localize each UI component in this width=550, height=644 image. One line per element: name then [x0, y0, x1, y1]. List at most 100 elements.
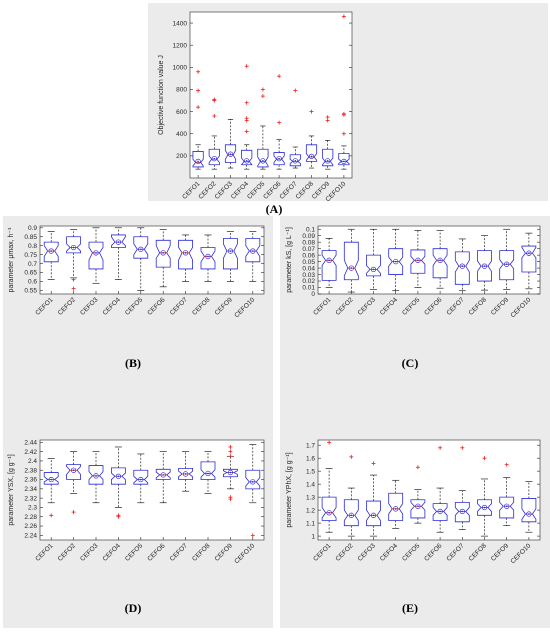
y-tick-label: 0.01 [302, 285, 315, 292]
outlier-point [277, 120, 282, 125]
outlier-point [250, 533, 255, 538]
mean-marker [182, 250, 189, 256]
box-body [454, 251, 470, 285]
box-CEFO2 [208, 97, 220, 170]
mean-marker [326, 510, 332, 516]
box-CEFO4 [111, 227, 126, 280]
mean-dot [394, 508, 397, 510]
box-CEFO6 [273, 74, 285, 170]
y-tick-label: 0.08 [302, 239, 315, 246]
box-CEFO1 [321, 238, 337, 288]
outlier-point [228, 495, 233, 500]
outlier-point [228, 444, 233, 449]
box-body [477, 250, 492, 282]
mean-dot [350, 267, 353, 269]
y-tick-label: 0.09 [302, 233, 315, 240]
mean-marker [481, 504, 488, 511]
mean-marker [227, 248, 234, 254]
mean-dot [439, 510, 441, 513]
box-CEFO1 [192, 69, 204, 170]
y-tick-label: 1.2 [306, 507, 315, 514]
box-CEFO6 [432, 230, 448, 289]
box-CEFO8 [305, 109, 318, 169]
box-CEFO10 [521, 232, 537, 290]
box-body [338, 153, 350, 166]
box-CEFO10 [245, 231, 261, 282]
outlier-point [277, 74, 282, 79]
mean-dot [95, 252, 97, 254]
outlier-point [244, 116, 249, 121]
mean-marker [481, 263, 488, 269]
panel-label: (C) [402, 356, 419, 370]
box-CEFO3 [224, 119, 237, 169]
box-CEFO5 [133, 227, 149, 291]
box-CEFO1 [321, 440, 337, 533]
box-CEFO6 [432, 445, 448, 533]
box-body [273, 152, 285, 166]
mean-marker [250, 248, 256, 254]
outlier-point [460, 445, 465, 450]
y-tick-label: 2.42 [24, 449, 37, 456]
box-CEFO9 [222, 231, 238, 282]
y-tick-label: 1200 [173, 42, 188, 49]
box-body [200, 247, 216, 270]
mean-marker [393, 258, 399, 265]
plot-area [189, 11, 353, 179]
box-CEFO1 [43, 458, 59, 518]
outlier-point [212, 114, 217, 119]
box-CEFO7 [289, 88, 301, 169]
mean-marker [182, 471, 189, 477]
plot-area [39, 439, 265, 541]
mean-marker [244, 158, 250, 164]
box-body [178, 239, 194, 270]
box-CEFO8 [477, 235, 492, 291]
box-body [343, 241, 359, 281]
mean-marker [250, 479, 256, 485]
mean-dot [207, 472, 209, 475]
y-tick-label: 1400 [173, 20, 188, 27]
box-body [66, 464, 81, 480]
mean-marker [93, 250, 99, 256]
mean-dot [528, 513, 530, 515]
mean-dot [505, 263, 508, 266]
y-tick-label: 200 [176, 153, 187, 160]
box-CEFO7 [178, 234, 194, 282]
y-tick-label: 0.1 [306, 226, 315, 233]
mean-marker [504, 261, 510, 267]
box-body [222, 468, 238, 478]
mean-marker [437, 257, 443, 263]
mean-marker [326, 257, 332, 263]
box-CEFO6 [155, 451, 171, 504]
y-tick-label: 0.05 [302, 259, 315, 266]
box-CEFO8 [477, 456, 492, 537]
mean-marker [70, 467, 77, 473]
mean-dot [326, 160, 329, 162]
y-tick-label: 800 [176, 87, 187, 94]
y-axis-label: parameter YSX, [g g⁻¹] [8, 454, 15, 525]
box-CEFO5 [410, 465, 426, 524]
box-body [133, 236, 149, 259]
y-tick-label: 2.32 [24, 495, 37, 502]
mean-dot [461, 265, 464, 267]
mean-dot [294, 160, 297, 162]
mean-dot [483, 506, 486, 509]
mean-dot [117, 475, 120, 478]
box-CEFO10 [521, 481, 537, 533]
mean-dot [262, 160, 264, 162]
mean-marker [393, 506, 399, 512]
mean-marker [348, 512, 354, 518]
box-body [521, 498, 537, 523]
panel-label: (E) [402, 601, 418, 615]
mean-dot [278, 157, 280, 160]
mean-dot [372, 514, 375, 517]
mean-marker [93, 473, 99, 479]
outlier-point [228, 454, 233, 459]
outlier-point [341, 14, 346, 19]
mean-marker [308, 153, 315, 160]
box-CEFO4 [388, 228, 404, 292]
box-body [410, 249, 426, 274]
y-tick-label: 600 [176, 109, 187, 116]
mean-marker [504, 503, 510, 509]
mean-marker [160, 250, 166, 256]
y-tick-label: 1000 [173, 65, 188, 72]
